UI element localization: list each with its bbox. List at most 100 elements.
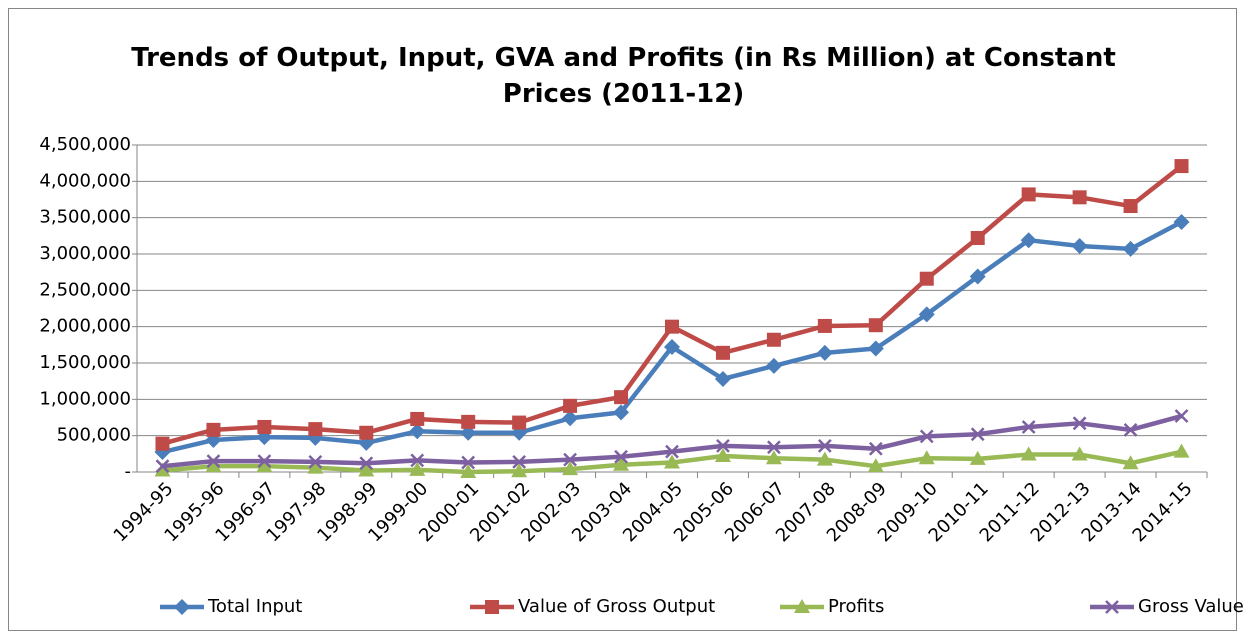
marker	[1174, 409, 1189, 423]
y-tick-label: 1,500,000	[39, 352, 131, 373]
marker	[461, 414, 476, 429]
marker	[410, 453, 425, 468]
marker	[359, 425, 374, 440]
series-line	[161, 220, 1183, 455]
marker	[767, 440, 781, 455]
marker	[460, 464, 477, 478]
legend-marker	[1105, 600, 1119, 614]
marker	[562, 410, 579, 427]
marker	[614, 390, 629, 405]
marker	[1072, 416, 1087, 431]
marker	[1071, 446, 1088, 461]
marker	[1071, 238, 1088, 255]
marker	[256, 458, 273, 473]
marker	[1122, 455, 1139, 470]
legend-marker	[174, 599, 190, 615]
marker	[308, 422, 323, 437]
marker	[563, 452, 577, 467]
marker	[714, 448, 731, 463]
marker	[969, 450, 986, 465]
marker	[867, 458, 884, 473]
marker	[511, 463, 528, 478]
legend-label: Gross Value Added	[1138, 596, 1247, 617]
marker	[358, 462, 375, 477]
chart-title: Trends of Output, Input, GVA and Profits…	[131, 43, 1116, 109]
marker	[1072, 190, 1087, 205]
marker	[816, 451, 833, 466]
marker	[919, 429, 934, 444]
marker	[918, 306, 935, 323]
marker	[816, 344, 833, 361]
marker	[817, 318, 832, 333]
y-tick-label: -	[125, 461, 132, 482]
marker	[1174, 159, 1189, 174]
marker	[665, 319, 679, 334]
marker	[664, 454, 680, 469]
marker	[410, 411, 425, 426]
marker	[715, 345, 730, 360]
marker	[512, 454, 527, 469]
marker	[1020, 232, 1037, 249]
legend-label: Total Input	[207, 596, 302, 617]
y-tick-label: 1,000,000	[39, 388, 131, 409]
marker	[155, 436, 170, 451]
marker	[613, 404, 630, 421]
y-tick-label: 2,000,000	[39, 316, 131, 337]
marker	[919, 271, 934, 286]
y-tick-label: 4,500,000	[39, 134, 131, 155]
legend-label: Value of Gross Output	[518, 596, 715, 617]
marker	[970, 231, 985, 246]
marker	[868, 318, 883, 333]
marker	[765, 357, 782, 374]
y-tick-label: 3,500,000	[39, 207, 131, 228]
marker	[716, 438, 730, 453]
marker	[409, 461, 426, 476]
marker	[563, 398, 578, 413]
marker	[664, 339, 680, 356]
marker	[918, 450, 935, 465]
marker	[205, 458, 222, 473]
marker	[868, 441, 883, 456]
marker	[1173, 214, 1190, 231]
marker	[1020, 446, 1037, 461]
series-line	[161, 164, 1183, 446]
marker	[1123, 422, 1138, 437]
marker	[970, 427, 985, 442]
marker	[766, 332, 781, 347]
marker	[665, 444, 679, 459]
marker	[257, 419, 272, 434]
marker	[206, 422, 221, 437]
marker	[1021, 420, 1036, 434]
marker	[307, 459, 324, 474]
marker	[512, 415, 527, 430]
y-tick-label: 500,000	[57, 425, 131, 446]
legend-marker	[485, 600, 499, 614]
marker	[765, 450, 782, 465]
marker	[1122, 240, 1139, 257]
marker	[155, 459, 170, 474]
marker	[359, 456, 374, 471]
marker	[1021, 187, 1036, 202]
marker	[867, 340, 884, 357]
y-tick-label: 4,000,000	[39, 170, 131, 191]
y-tick-label: 2,500,000	[39, 279, 131, 300]
marker	[409, 423, 426, 440]
y-tick-label: 3,000,000	[39, 243, 131, 264]
marker	[1173, 443, 1190, 458]
marker	[714, 370, 731, 387]
marker	[308, 454, 323, 469]
marker	[1123, 199, 1138, 214]
marker	[154, 462, 171, 477]
marker	[562, 461, 579, 476]
marker	[206, 454, 221, 468]
marker	[257, 454, 272, 468]
legend-label: Profits	[828, 596, 884, 617]
chart-frame	[8, 8, 1237, 631]
legend-marker	[794, 599, 810, 613]
marker	[969, 268, 986, 285]
marker	[613, 456, 630, 471]
marker	[614, 449, 628, 464]
marker	[817, 438, 832, 453]
marker	[461, 455, 476, 470]
